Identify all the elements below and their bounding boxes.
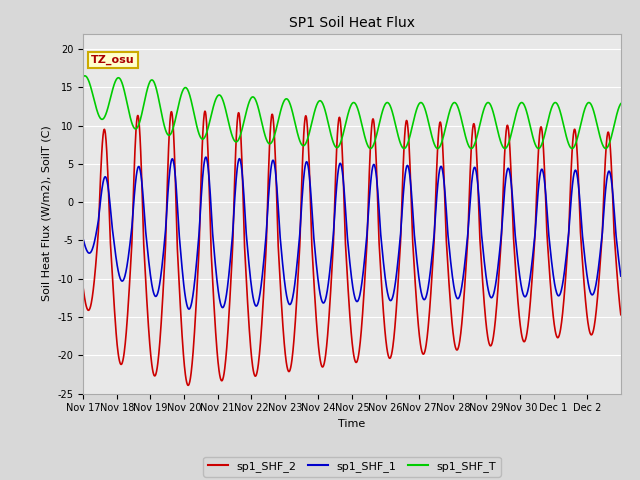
sp1_SHF_2 <box>79 285 87 291</box>
sp1_SHF_T <box>355 108 362 114</box>
sp1_SHF_2 <box>583 311 591 317</box>
sp1_SHF_T <box>90 95 97 101</box>
sp1_SHF_T <box>617 101 625 107</box>
sp1_SHF_1 <box>451 287 458 292</box>
sp1_SHF_1 <box>175 234 183 240</box>
sp1_SHF_T <box>323 113 330 119</box>
sp1_SHF_T <box>176 97 184 103</box>
sp1_SHF_T <box>582 102 590 108</box>
sp1_SHF_2 <box>617 312 625 318</box>
sp1_SHF_1 <box>355 296 363 301</box>
sp1_SHF_2 <box>451 339 458 345</box>
Y-axis label: Soil Heat Flux (W/m2), SoilT (C): Soil Heat Flux (W/m2), SoilT (C) <box>42 126 52 301</box>
sp1_SHF_1 <box>323 290 331 296</box>
sp1_SHF_1 <box>583 271 591 277</box>
sp1_SHF_1 <box>202 154 210 160</box>
sp1_SHF_T <box>79 74 87 80</box>
Line: sp1_SHF_2: sp1_SHF_2 <box>83 111 621 385</box>
Title: SP1 Soil Heat Flux: SP1 Soil Heat Flux <box>289 16 415 30</box>
sp1_SHF_T <box>450 100 458 106</box>
sp1_SHF_2 <box>90 287 97 292</box>
sp1_SHF_2 <box>323 340 331 346</box>
X-axis label: Time: Time <box>339 419 365 429</box>
sp1_SHF_T <box>81 73 89 79</box>
sp1_SHF_2 <box>175 285 183 291</box>
sp1_SHF_2 <box>184 383 192 388</box>
Legend: sp1_SHF_2, sp1_SHF_1, sp1_SHF_T: sp1_SHF_2, sp1_SHF_1, sp1_SHF_T <box>204 457 500 477</box>
sp1_SHF_2 <box>201 108 209 114</box>
Line: sp1_SHF_T: sp1_SHF_T <box>83 76 621 148</box>
sp1_SHF_2 <box>355 350 363 356</box>
sp1_SHF_T <box>602 145 609 151</box>
sp1_SHF_1 <box>90 243 97 249</box>
Line: sp1_SHF_1: sp1_SHF_1 <box>83 157 621 309</box>
sp1_SHF_1 <box>185 306 193 312</box>
sp1_SHF_1 <box>617 273 625 279</box>
sp1_SHF_1 <box>79 236 87 242</box>
Text: TZ_osu: TZ_osu <box>92 55 135 65</box>
